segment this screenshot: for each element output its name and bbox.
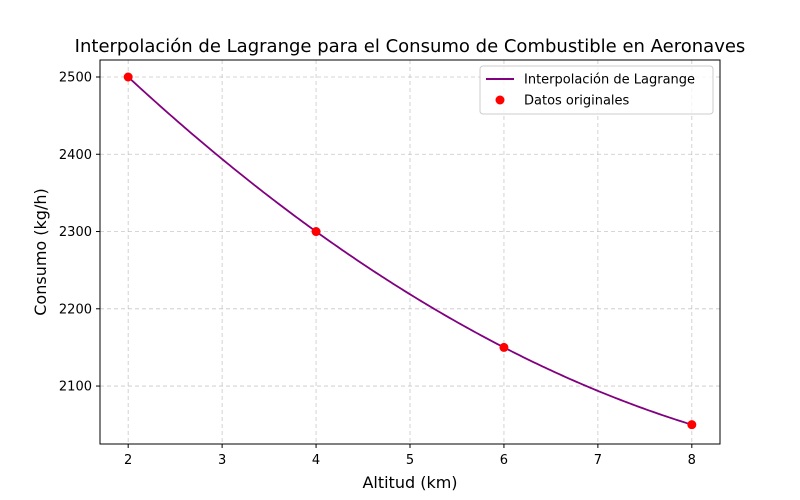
- lagrange-interpolation-line: [127, 76, 693, 426]
- x-tick-label: 6: [500, 453, 508, 468]
- legend-box: [479, 65, 714, 115]
- chart-title: Interpolación de Lagrange para el Consum…: [75, 36, 746, 57]
- y-tick-label: 2300: [59, 225, 92, 240]
- legend-marker-swatch: [495, 95, 505, 105]
- x-tick-label: 7: [594, 453, 602, 468]
- plot-area: [123, 72, 697, 430]
- legend-label-lagrange: Interpolación de Lagrange: [524, 73, 695, 88]
- x-tick-label: 4: [312, 453, 320, 468]
- data-point: [311, 227, 321, 237]
- x-axis-ticks: 2 3 4 5 6 7 8: [124, 444, 696, 468]
- y-tick-label: 2200: [59, 302, 92, 317]
- x-tick-label: 2: [124, 453, 132, 468]
- x-tick-label: 8: [688, 453, 696, 468]
- legend-label-datos: Datos originales: [524, 94, 630, 109]
- data-point: [499, 342, 509, 352]
- x-tick-label: 5: [406, 453, 414, 468]
- x-axis-label: Altitud (km): [362, 473, 457, 492]
- grid: [100, 60, 720, 444]
- legend: Interpolación de Lagrange Datos original…: [479, 65, 714, 115]
- data-point: [687, 420, 697, 430]
- x-tick-label: 3: [218, 453, 226, 468]
- y-axis-ticks: 2100 2200 2300 2400 2500: [59, 70, 100, 395]
- y-tick-label: 2100: [59, 380, 92, 395]
- y-tick-label: 2400: [59, 148, 92, 163]
- y-tick-label: 2500: [59, 70, 92, 85]
- data-point: [123, 72, 133, 82]
- y-axis-label: Consumo (kg/h): [31, 188, 50, 315]
